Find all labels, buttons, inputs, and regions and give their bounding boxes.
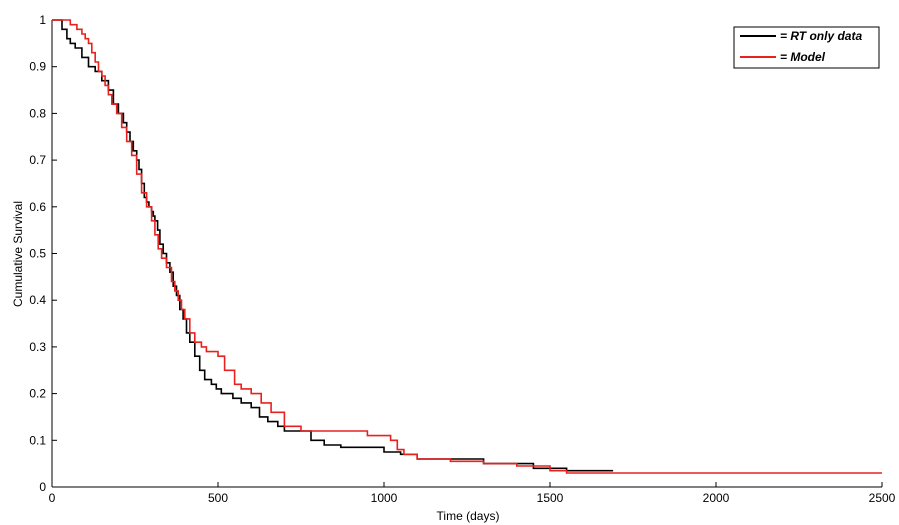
y-axis-label: Cumulative Survival <box>11 201 25 307</box>
y-tick-label: 0.6 <box>29 200 46 214</box>
y-tick-label: 1 <box>39 13 46 27</box>
tick-labels: 0 500 1000 1500 2000 2500 0 0.1 0.2 0.3 0.4 0.5 0.6 0… <box>29 13 895 505</box>
x-tick-label: 500 <box>208 491 228 505</box>
y-tick-label: 0.9 <box>29 60 46 74</box>
plot-series <box>52 19 882 474</box>
x-tick-label: 2500 <box>869 491 896 505</box>
axes <box>51 20 882 488</box>
legend-box <box>733 26 880 69</box>
series-line-model <box>52 19 882 474</box>
series-line-rt-only-data <box>52 19 614 472</box>
y-tick-label: 0.5 <box>29 247 46 261</box>
x-tick-label: 2000 <box>703 491 730 505</box>
x-tick-label: 1500 <box>537 491 564 505</box>
tick-marks <box>51 19 883 488</box>
y-tick-label: 0.1 <box>29 433 46 447</box>
y-tick-label: 0.3 <box>29 340 46 354</box>
y-tick-label: 0 <box>39 480 46 494</box>
legend: = RT only data = Model <box>733 26 880 69</box>
legend-label-rt-only-data: = RT only data <box>780 29 862 43</box>
y-tick-label: 0.4 <box>29 293 46 307</box>
y-tick-label: 0.8 <box>29 106 46 120</box>
y-tick-label: 0.2 <box>29 387 46 401</box>
x-tick-label: 1000 <box>371 491 398 505</box>
x-tick-label: 0 <box>49 491 56 505</box>
legend-entry-rt-only-data: = RT only data <box>740 29 862 43</box>
legend-label-model: = Model <box>780 50 826 64</box>
x-axis-label: Time (days) <box>437 509 500 523</box>
y-tick-label: 0.7 <box>29 153 46 167</box>
legend-entry-model: = Model <box>740 50 826 64</box>
